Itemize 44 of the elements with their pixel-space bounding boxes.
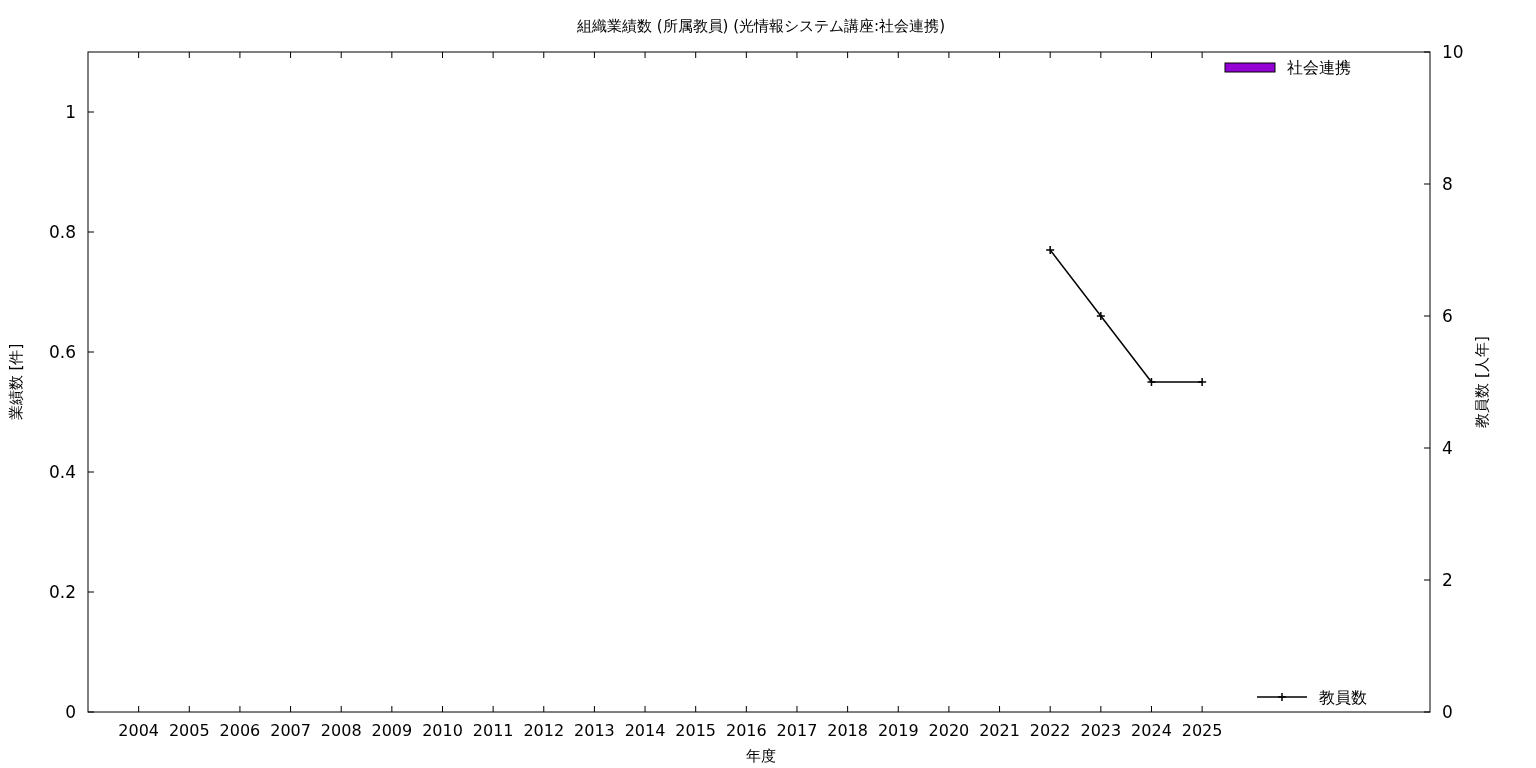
y2-tick-label: 0	[1442, 702, 1453, 722]
x-tick-label: 2006	[219, 721, 261, 740]
x-tick-label: 2004	[118, 721, 159, 740]
x-tick-label: 2009	[371, 721, 413, 740]
x-tick-label: 2015	[675, 721, 717, 740]
x-tick-label: 2017	[776, 721, 818, 740]
x-tick-label: 2014	[624, 721, 666, 740]
x-tick-label: 2013	[574, 721, 615, 740]
x-tick-label: 2020	[928, 721, 970, 740]
x-tick-label: 2021	[979, 721, 1020, 740]
x-tick-label: 2005	[168, 721, 210, 740]
y2-tick-label: 4	[1442, 438, 1453, 458]
legend-label: 教員数	[1319, 688, 1367, 707]
point	[1096, 311, 1106, 321]
x-tick-label: 2023	[1080, 721, 1122, 740]
x-tick-label: 2007	[270, 721, 311, 740]
x-tick-label: 2012	[523, 721, 565, 740]
point	[1045, 245, 1055, 255]
x-tick-label: 2008	[320, 721, 362, 740]
y2-axis-title: 教員数 [人年]	[1473, 336, 1491, 428]
y-axis-title: 業績数 [件]	[7, 343, 25, 421]
y2-tick-label: 8	[1442, 174, 1453, 194]
x-tick-label: 2022	[1029, 721, 1071, 740]
chart-title: 組織業績数 (所属教員) (光情報システム講座:社会連携)	[576, 17, 945, 35]
x-tick-label: 2024	[1131, 721, 1172, 740]
y2-tick-label: 2	[1442, 570, 1453, 590]
y-tick-label: 0.4	[48, 462, 76, 482]
x-tick-label: 2011	[472, 721, 514, 740]
x-axis-title: 年度	[746, 747, 776, 765]
point	[1197, 377, 1207, 387]
y2-tick-label: 6	[1442, 306, 1453, 326]
y-tick-label: 0.8	[48, 222, 76, 242]
point	[1146, 377, 1157, 387]
x-tick-label: 2010	[422, 721, 463, 740]
x-tick-label: 2018	[827, 721, 868, 740]
legend-label: 社会連携	[1287, 58, 1351, 77]
y2-tick-label: 10	[1442, 42, 1464, 62]
y-tick-label: 1	[65, 102, 76, 122]
y-tick-label: 0	[65, 702, 76, 722]
x-tick-label: 2019	[877, 721, 919, 740]
y-tick-label: 0.2	[48, 582, 76, 602]
x-tick-label: 2016	[725, 721, 767, 740]
y-tick-label: 0.6	[48, 342, 76, 362]
x-tick-label: 2025	[1181, 721, 1223, 740]
